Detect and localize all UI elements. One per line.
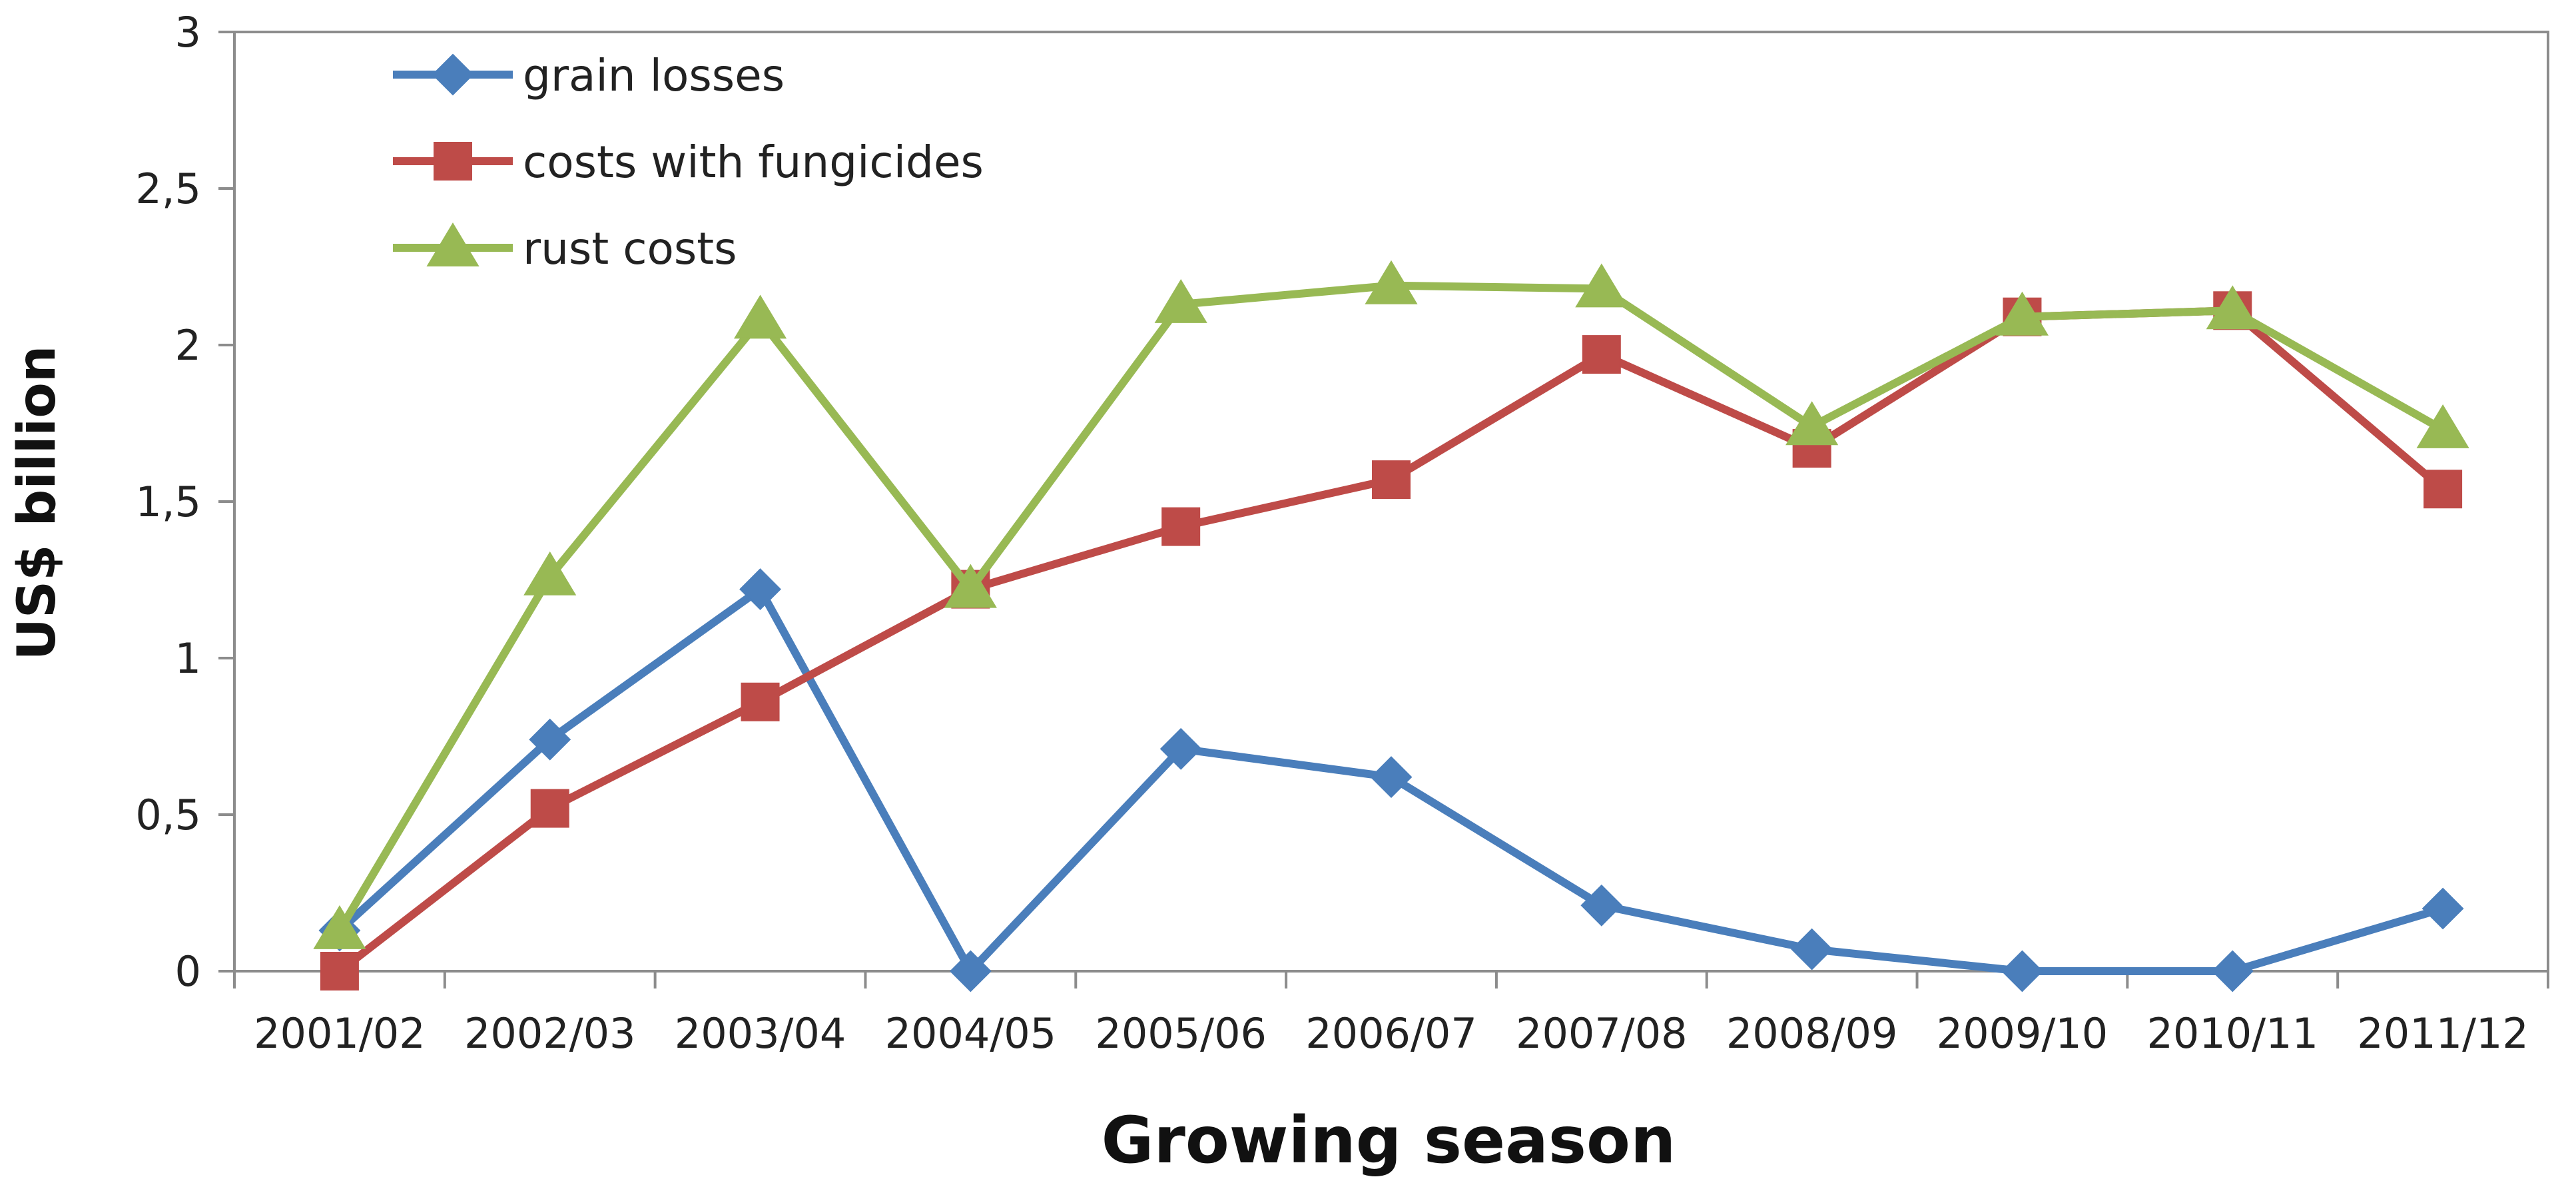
data-point [1995, 291, 2049, 336]
data-point [741, 682, 780, 721]
y-tick-label: 0,5 [135, 791, 201, 839]
y-axis-title: US$ billion [7, 346, 67, 661]
y-tick-label: 3 [175, 8, 201, 57]
x-tick-label: 2008/09 [1726, 1009, 1898, 1058]
x-tick-label: 2001/02 [254, 1009, 426, 1058]
x-tick-label: 2007/08 [1516, 1009, 1688, 1058]
data-point [1154, 278, 1207, 323]
x-axis-title: Growing season [1102, 1103, 1676, 1178]
legend-label: costs with fungicides [523, 137, 984, 188]
x-tick-label: 2005/06 [1095, 1009, 1267, 1058]
x-tick-label: 2003/04 [675, 1009, 846, 1058]
data-point [2001, 950, 2043, 992]
data-point [944, 564, 997, 608]
y-tick-label: 2,5 [135, 165, 201, 213]
data-point [1161, 507, 1201, 546]
legend-label: grain losses [523, 50, 785, 101]
legend-entry: grain losses [393, 50, 785, 101]
series-rust-costs [313, 260, 2469, 949]
data-point [1582, 335, 1621, 374]
data-point [320, 952, 359, 990]
data-point [2421, 887, 2464, 930]
legend-entry: rust costs [393, 222, 737, 274]
y-tick-label: 0 [175, 947, 201, 996]
data-point [949, 950, 992, 992]
legend-marker [434, 142, 472, 181]
legend-entry: costs with fungicides [393, 137, 984, 188]
legend-marker [432, 53, 474, 96]
data-point [1159, 727, 1202, 770]
data-point [1580, 884, 1623, 927]
data-point [1365, 260, 1418, 304]
legend-marker [426, 222, 480, 266]
data-point [1791, 928, 1833, 971]
y-tick-label: 1 [175, 634, 201, 683]
x-tick-label: 2011/12 [2357, 1009, 2529, 1058]
data-point [739, 568, 781, 611]
data-point [1785, 401, 1839, 446]
data-point [1575, 263, 1628, 308]
data-point [313, 905, 366, 949]
x-tick-label: 2009/10 [1937, 1009, 2108, 1058]
x-tick-label: 2006/07 [1305, 1009, 1477, 1058]
data-point [1372, 460, 1411, 500]
y-tick-label: 1,5 [135, 478, 201, 526]
legend-label: rust costs [523, 223, 737, 274]
y-tick-label: 2 [175, 321, 201, 370]
data-point [2211, 950, 2254, 992]
x-tick-label: 2002/03 [464, 1009, 636, 1058]
x-tick-label: 2004/05 [885, 1009, 1057, 1058]
data-point [733, 294, 787, 339]
series-grain-losses [318, 568, 2464, 992]
data-point [2206, 285, 2259, 330]
data-point [2423, 470, 2463, 509]
data-point [530, 789, 569, 828]
x-tick-label: 2010/11 [2146, 1009, 2318, 1058]
data-point [2416, 404, 2469, 448]
data-point [523, 551, 577, 595]
data-point [1370, 756, 1413, 799]
data-point [529, 718, 571, 761]
